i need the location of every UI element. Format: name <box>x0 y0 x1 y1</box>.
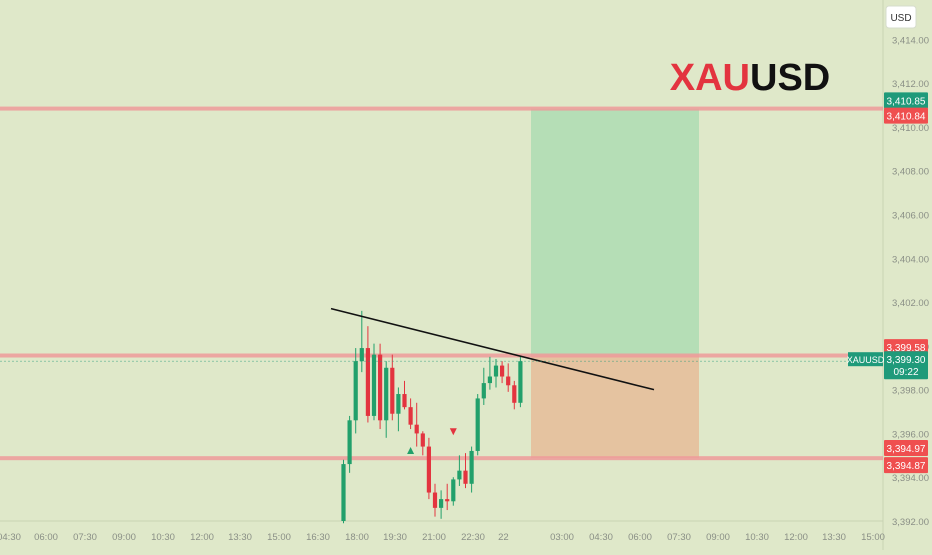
x-tick-label: 07:30 <box>667 532 691 543</box>
symbol-tag-bg <box>848 352 883 367</box>
price-tag-bg <box>884 339 928 356</box>
candle-body[interactable] <box>420 433 425 447</box>
price-tag[interactable]: 3,399.30 <box>887 355 926 366</box>
x-tick-label: 22:30 <box>461 532 485 543</box>
stop-loss-zone[interactable] <box>531 355 699 459</box>
x-tick-label: 22 <box>498 532 509 543</box>
y-tick-label: 3,408.00 <box>892 167 929 178</box>
candle-body[interactable] <box>384 367 389 421</box>
take-profit-zone[interactable] <box>531 108 699 356</box>
y-tick-label: 3,392.00 <box>892 517 929 528</box>
price-tag[interactable]: 3,410.84 <box>887 112 926 123</box>
x-tick-label: 06:00 <box>628 532 652 543</box>
x-tick-label: 10:30 <box>745 532 769 543</box>
y-tick-label: 3,402.00 <box>892 298 929 309</box>
candle-body[interactable] <box>475 398 480 451</box>
y-tick-label: 3,398.00 <box>892 386 929 397</box>
buy-signal-arrow <box>407 446 415 454</box>
candle-body[interactable] <box>426 446 431 493</box>
candle-body[interactable] <box>402 394 407 408</box>
candle-body[interactable] <box>493 365 499 377</box>
x-tick-label: 03:00 <box>550 532 574 543</box>
price-tag[interactable]: 3,394.97 <box>887 444 926 455</box>
x-tick-label: 15:00 <box>267 532 291 543</box>
chart-title-part-2: USD <box>750 57 830 99</box>
candle-body[interactable] <box>365 348 370 416</box>
price-tag[interactable]: 3,410.85 <box>887 96 926 107</box>
countdown-timer: 09:22 <box>893 367 918 378</box>
sell-signal-arrow <box>449 428 457 436</box>
candle-body[interactable] <box>463 470 468 484</box>
y-tick-label: 3,412.00 <box>892 79 929 90</box>
x-tick-label: 04:30 <box>589 532 613 543</box>
candle-body[interactable] <box>445 499 450 502</box>
descending-trendline[interactable] <box>330 307 655 391</box>
x-tick-label: 12:00 <box>190 532 214 543</box>
currency-badge[interactable]: USD <box>885 5 917 29</box>
candle-body[interactable] <box>396 394 401 414</box>
chart-title-part-1: XAU <box>670 57 750 99</box>
candle-body[interactable] <box>518 361 523 403</box>
horizontal-level-2[interactable] <box>0 353 883 358</box>
candle-body[interactable] <box>451 479 456 502</box>
candle-body[interactable] <box>439 499 444 508</box>
candle-body[interactable] <box>353 361 358 421</box>
x-tick-label: 13:30 <box>228 532 252 543</box>
x-tick-label: 15:00 <box>861 532 885 543</box>
x-tick-label: 06:00 <box>34 532 58 543</box>
candle-body[interactable] <box>347 420 352 465</box>
x-tick-label: 09:00 <box>112 532 136 543</box>
candle-body[interactable] <box>432 492 438 508</box>
x-tick-label: 12:00 <box>784 532 808 543</box>
x-tick-label: 16:30 <box>306 532 330 543</box>
x-tick-label: 10:30 <box>151 532 175 543</box>
y-tick-label: 3,406.00 <box>892 211 929 222</box>
currency-label: USD <box>890 13 911 24</box>
candle-body[interactable] <box>457 470 462 480</box>
price-tag-bg <box>884 107 928 124</box>
y-tick-label: 3,394.00 <box>892 473 929 484</box>
x-tick-label: 21:00 <box>422 532 446 543</box>
x-tick-label: 09:00 <box>706 532 730 543</box>
x-tick-label: 19:30 <box>383 532 407 543</box>
candle-body[interactable] <box>359 348 364 362</box>
x-tick-label: 07:30 <box>73 532 97 543</box>
x-tick-label: 13:30 <box>822 532 846 543</box>
y-tick-label: 3,404.00 <box>892 254 929 265</box>
candle-body[interactable] <box>408 407 413 425</box>
candle-body[interactable] <box>414 424 419 434</box>
candle-body[interactable] <box>512 385 517 403</box>
x-tick-label: 04:30 <box>0 532 21 543</box>
candle-body[interactable] <box>500 365 505 377</box>
y-tick-label: 3,396.00 <box>892 429 929 440</box>
candle-body[interactable] <box>390 367 395 414</box>
candle-body[interactable] <box>378 354 383 421</box>
x-tick-label: 18:00 <box>345 532 369 543</box>
chart-title: XAUUSD <box>670 57 830 99</box>
price-tag-bg <box>884 457 928 474</box>
candle-body[interactable] <box>341 464 346 521</box>
price-tag-bg <box>884 439 928 456</box>
price-tag[interactable]: 3,399.58 <box>887 343 926 354</box>
horizontal-level-3[interactable] <box>0 456 883 461</box>
candle-body[interactable] <box>371 354 377 416</box>
candle-body[interactable] <box>506 376 511 386</box>
y-tick-label: 3,410.00 <box>892 123 929 134</box>
symbol-tag: XAUUSD <box>847 355 885 365</box>
price-tag-bg <box>884 351 928 380</box>
y-tick-label: 3,414.00 <box>892 35 929 46</box>
candle-body[interactable] <box>481 383 486 399</box>
price-tag-bg <box>884 92 928 109</box>
horizontal-level-1[interactable] <box>0 106 883 111</box>
candle-body[interactable] <box>469 450 474 484</box>
candle-body[interactable] <box>487 376 492 384</box>
price-tag[interactable]: 3,394.87 <box>887 461 926 472</box>
